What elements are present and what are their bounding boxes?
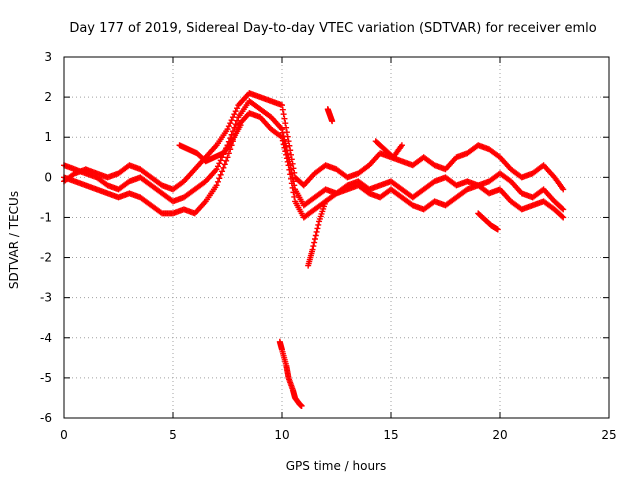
- data-point: [220, 164, 227, 171]
- x-tick-label: 25: [601, 428, 616, 442]
- x-axis-label: GPS time / hours: [286, 459, 387, 473]
- data-point: [329, 118, 336, 125]
- data-point: [312, 232, 319, 239]
- data-point: [284, 133, 291, 140]
- data-point: [280, 111, 287, 118]
- data-point: [314, 225, 321, 232]
- data-point: [559, 213, 566, 220]
- data-point: [289, 160, 296, 167]
- data-point: [217, 171, 224, 178]
- data-point: [283, 129, 290, 136]
- data-point: [214, 163, 221, 170]
- data-point: [286, 142, 293, 149]
- y-axis-label: SDTVAR / TECUs: [7, 191, 21, 289]
- y-tick-label: -6: [40, 411, 52, 425]
- x-tick-label: 10: [274, 428, 289, 442]
- data-point: [225, 123, 232, 130]
- data-point: [279, 106, 286, 113]
- data-point: [282, 148, 289, 155]
- y-tick-label: 1: [44, 130, 52, 144]
- y-tick-label: -4: [40, 331, 52, 345]
- x-tick-label: 0: [60, 428, 68, 442]
- data-point: [221, 161, 228, 168]
- data-point: [322, 198, 329, 205]
- y-tick-label: -1: [40, 210, 52, 224]
- data-point: [227, 120, 234, 127]
- data-point: [216, 160, 223, 167]
- data-point: [289, 184, 296, 191]
- x-tick-label: 5: [169, 428, 177, 442]
- data-point: [279, 102, 285, 109]
- data-point: [311, 239, 318, 246]
- y-tick-label: 0: [44, 170, 52, 184]
- y-tick-label: -3: [40, 291, 52, 305]
- data-point: [213, 182, 220, 189]
- data-point: [234, 117, 241, 124]
- data-point: [279, 137, 286, 144]
- y-tick-label: 2: [44, 90, 52, 104]
- data-point: [281, 144, 288, 151]
- data-point: [287, 147, 294, 154]
- data-point: [288, 180, 295, 187]
- data-point: [560, 186, 567, 193]
- data-point: [291, 169, 298, 176]
- y-tick-label: -5: [40, 371, 52, 385]
- data-point: [559, 205, 566, 212]
- y-tick-label: -2: [40, 251, 52, 265]
- data-point: [219, 168, 226, 175]
- data-point: [310, 243, 317, 250]
- data-points: [61, 90, 567, 409]
- data-point: [223, 157, 230, 164]
- data-point: [234, 105, 241, 112]
- data-point: [290, 189, 297, 196]
- data-point: [214, 178, 221, 185]
- data-point: [288, 156, 295, 163]
- data-point: [231, 111, 238, 118]
- data-point: [560, 206, 567, 213]
- data-point: [217, 157, 224, 164]
- data-point: [279, 126, 285, 133]
- data-point: [311, 236, 318, 243]
- y-tick-label: 3: [44, 50, 52, 64]
- data-point: [286, 166, 293, 173]
- x-tick-label: 20: [492, 428, 507, 442]
- data-point: [283, 124, 290, 131]
- data-point: [228, 117, 235, 124]
- data-point: [224, 154, 231, 161]
- data-point: [313, 228, 320, 235]
- data-point: [225, 150, 232, 157]
- x-tick-label: 15: [383, 428, 398, 442]
- data-point: [280, 141, 287, 148]
- data-point: [315, 221, 322, 228]
- data-point: [224, 126, 231, 133]
- data-point: [213, 166, 220, 173]
- data-point: [494, 226, 501, 233]
- plot-frame: [63, 56, 610, 419]
- data-point: [282, 120, 289, 127]
- data-point: [232, 108, 239, 115]
- data-point: [309, 246, 316, 253]
- data-point: [291, 193, 298, 200]
- data-point: [298, 402, 305, 409]
- data-point: [283, 155, 290, 162]
- data-point: [229, 114, 236, 121]
- data-point: [287, 151, 294, 158]
- data-point: [284, 158, 291, 165]
- data-point: [290, 165, 297, 172]
- data-point: [216, 175, 223, 182]
- chart-title: Day 177 of 2019, Sidereal Day-to-day VTE…: [69, 21, 596, 36]
- data-point: [237, 122, 244, 129]
- data-point: [287, 171, 294, 178]
- data-point: [560, 214, 567, 221]
- data-point: [398, 142, 405, 149]
- data-point: [285, 162, 292, 169]
- data-point: [281, 115, 288, 122]
- data-point: [287, 175, 294, 182]
- data-point: [279, 134, 285, 141]
- grid-lines: [64, 57, 609, 418]
- data-point: [285, 138, 292, 145]
